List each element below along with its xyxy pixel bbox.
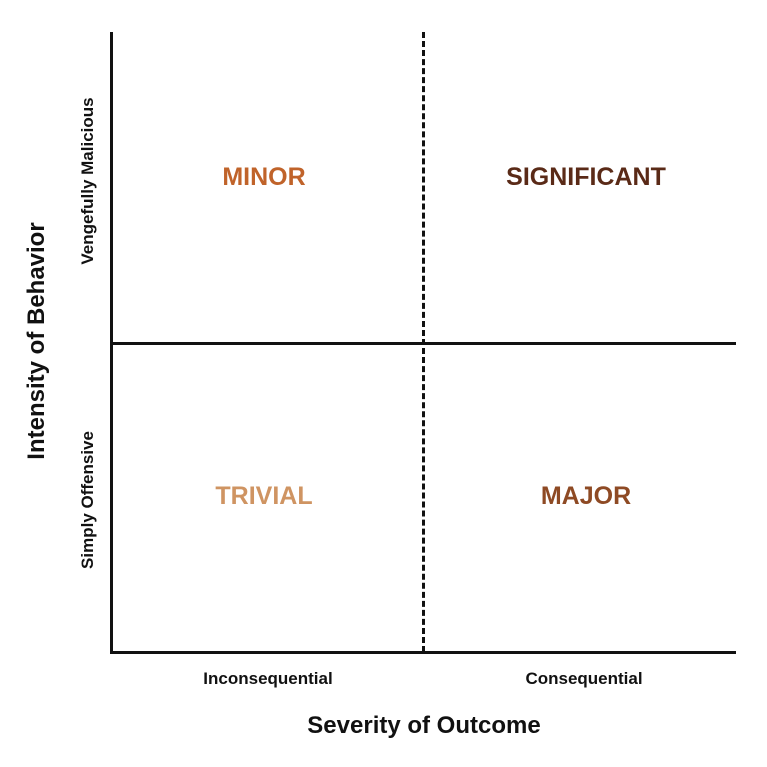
x-axis-line <box>110 651 736 654</box>
quadrant-minor: MINOR <box>222 163 306 191</box>
y-axis-title: Intensity of Behavior <box>23 222 50 460</box>
quadrant-significant: SIGNIFICANT <box>506 163 666 191</box>
quadrant-major: MAJOR <box>540 482 632 510</box>
vertical-dashed-divider <box>422 32 425 652</box>
x-level-consequential: Consequential <box>525 669 643 688</box>
y-level-vengefully-malicious: Vengefully Malicious <box>78 97 97 265</box>
x-level-inconsequential: Inconsequential <box>203 669 333 688</box>
x-axis-title: Severity of Outcome <box>307 712 541 739</box>
quadrant-trivial: TRIVIAL <box>215 482 313 510</box>
y-level-simply-offensive: Simply Offensive <box>78 431 97 569</box>
